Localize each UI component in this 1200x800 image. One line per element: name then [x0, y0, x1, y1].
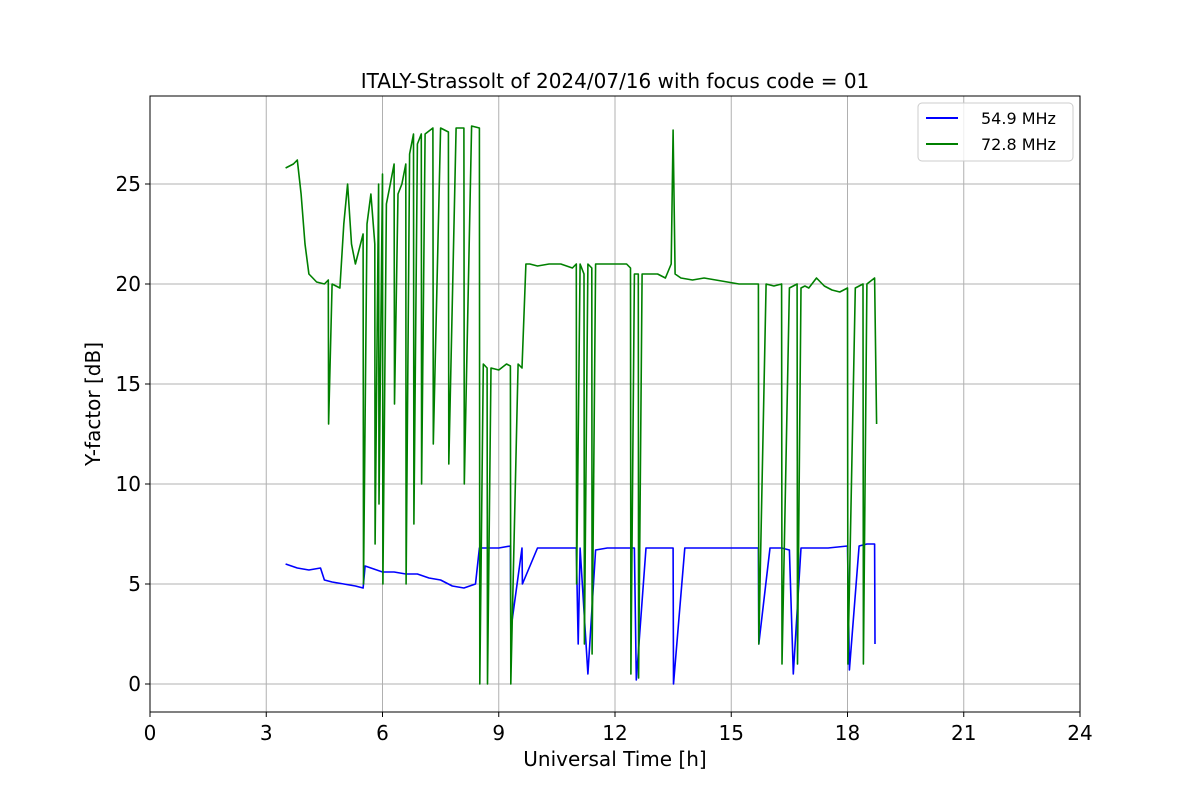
- x-axis-label: Universal Time [h]: [523, 747, 706, 771]
- x-tick-label: 18: [835, 721, 860, 745]
- y-tick-label: 15: [116, 372, 141, 396]
- x-tick-label: 12: [602, 721, 627, 745]
- x-tick-label: 0: [144, 721, 157, 745]
- legend-label: 72.8 MHz: [981, 135, 1056, 154]
- x-tick-label: 15: [719, 721, 744, 745]
- y-tick-label: 20: [116, 272, 141, 296]
- x-axis: 0 3 6 9 12 15 18 21 24: [144, 712, 1093, 745]
- x-tick-label: 24: [1067, 721, 1092, 745]
- series-layer: [285, 125, 878, 685]
- x-tick-label: 21: [951, 721, 976, 745]
- x-tick-label: 3: [260, 721, 273, 745]
- chart-title: ITALY-Strassolt of 2024/07/16 with focus…: [361, 69, 870, 93]
- y-axis: 0 5 10 15 20 25: [116, 172, 150, 696]
- series-line-2: [285, 125, 878, 685]
- y-tick-label: 25: [116, 172, 141, 196]
- y-tick-label: 0: [128, 672, 141, 696]
- x-tick-label: 9: [492, 721, 505, 745]
- x-tick-label: 6: [376, 721, 389, 745]
- legend-label: 54.9 MHz: [981, 109, 1056, 128]
- y-axis-label: Y-factor [dB]: [81, 342, 105, 467]
- legend: 54.9 MHz 72.8 MHz: [917, 102, 1074, 162]
- y-tick-label: 5: [128, 572, 141, 596]
- y-tick-label: 10: [116, 472, 141, 496]
